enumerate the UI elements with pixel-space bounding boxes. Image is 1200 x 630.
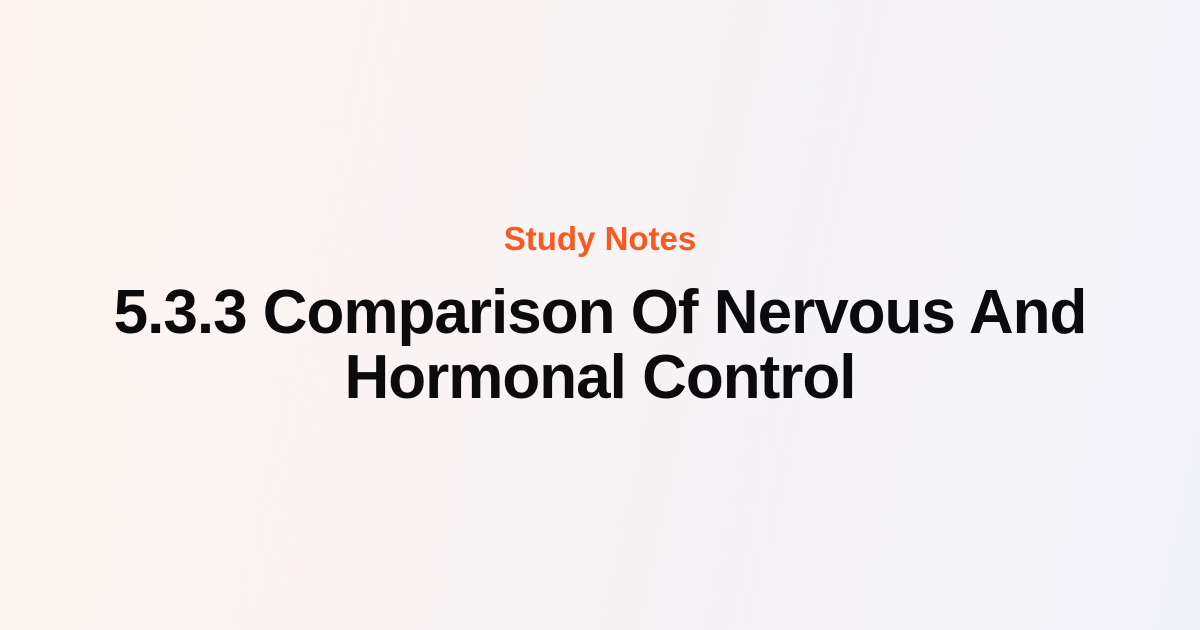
- title-line-1: 5.3.3 Comparison Of Nervous And: [113, 277, 1088, 347]
- page-title: 5.3.3 Comparison Of Nervous And Hormonal…: [54, 280, 1147, 410]
- title-line-2: Hormonal Control: [344, 343, 857, 412]
- eyebrow-label: Study Notes: [503, 219, 697, 257]
